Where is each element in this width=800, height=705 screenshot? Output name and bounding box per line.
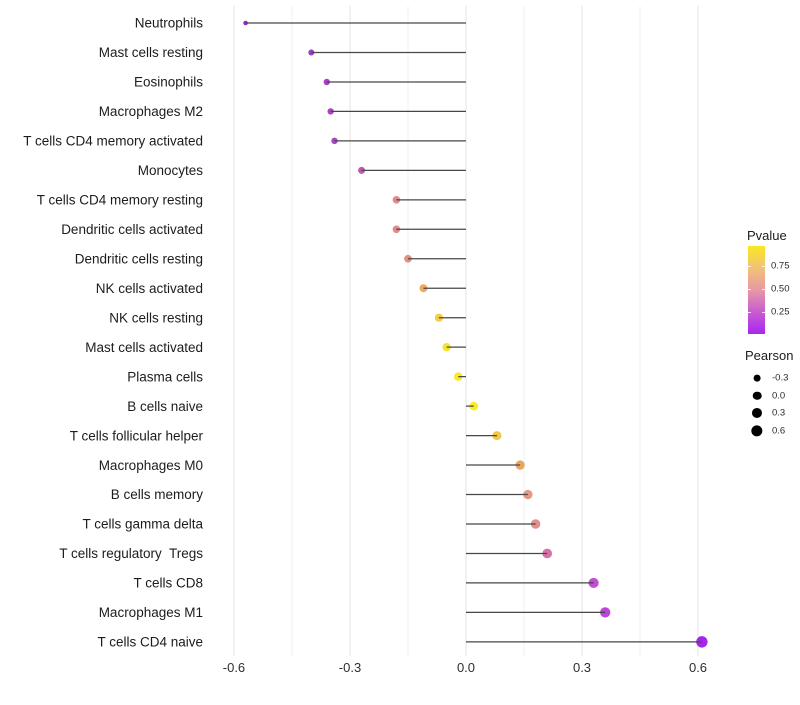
pearson-legend-dot <box>752 391 762 400</box>
lollipop-point <box>523 489 533 500</box>
x-tick-label: 0.3 <box>573 660 591 675</box>
pearson-legend-label: 0.6 <box>772 425 786 436</box>
category-label: Mast cells resting <box>99 45 203 60</box>
colorbar-tick <box>748 312 751 314</box>
x-tick-label: -0.6 <box>223 660 245 675</box>
category-label: Macrophages M0 <box>99 458 203 473</box>
pearson-legend-label: 0.0 <box>772 390 786 401</box>
category-label: T cells gamma delta <box>82 517 203 532</box>
category-label: T cells CD4 memory activated <box>23 134 203 149</box>
colorbar-tick <box>762 312 765 314</box>
category-label: Macrophages M1 <box>99 605 203 620</box>
x-tick-label: 0.6 <box>689 660 707 675</box>
colorbar-tick <box>762 265 765 267</box>
lollipop-point <box>434 313 444 322</box>
pearson-legend-label: -0.3 <box>772 372 789 384</box>
lollipop-point <box>515 460 525 470</box>
category-label: Monocytes <box>138 163 204 178</box>
colorbar-tick <box>748 289 751 291</box>
pvalue-tick-label: 0.50 <box>771 283 790 295</box>
category-label: Mast cells activated <box>85 340 203 355</box>
category-label: Macrophages M2 <box>99 104 203 119</box>
pvalue-colorbar <box>748 246 765 334</box>
colorbar-tick <box>748 265 751 267</box>
pearson-legend-label: 0.3 <box>772 407 786 419</box>
pvalue-tick-label: 0.25 <box>771 306 790 318</box>
x-tick-label: 0.0 <box>457 660 475 675</box>
lollipop-point <box>542 548 553 559</box>
pvalue-legend-title: Pvalue <box>747 228 787 243</box>
lollipop-point <box>600 607 611 618</box>
category-label: Neutrophils <box>135 16 204 31</box>
category-label: T cells follicular helper <box>70 428 204 443</box>
category-label: B cells memory <box>111 487 204 502</box>
pearson-legend-dot <box>753 374 761 382</box>
pearson-legend-dot <box>751 424 763 437</box>
category-label: T cells CD4 naive <box>97 635 203 650</box>
pvalue-tick-label: 0.75 <box>771 260 790 272</box>
category-label: Eosinophils <box>134 75 203 90</box>
category-label: Dendritic cells activated <box>61 222 203 237</box>
category-label: T cells CD8 <box>133 576 203 591</box>
category-label: NK cells resting <box>109 310 203 325</box>
x-tick-label: -0.3 <box>339 660 361 675</box>
colorbar-tick <box>762 289 765 291</box>
category-label: Dendritic cells resting <box>75 251 203 266</box>
pearson-legend-title: Pearson <box>745 348 794 363</box>
category-label: Plasma cells <box>127 369 203 384</box>
category-label: T cells regulatory Tregs <box>59 546 203 561</box>
category-label: NK cells activated <box>96 281 203 296</box>
pearson-legend-dot <box>751 407 763 419</box>
category-label: B cells naive <box>127 399 203 414</box>
category-label: T cells CD4 memory resting <box>37 193 203 208</box>
